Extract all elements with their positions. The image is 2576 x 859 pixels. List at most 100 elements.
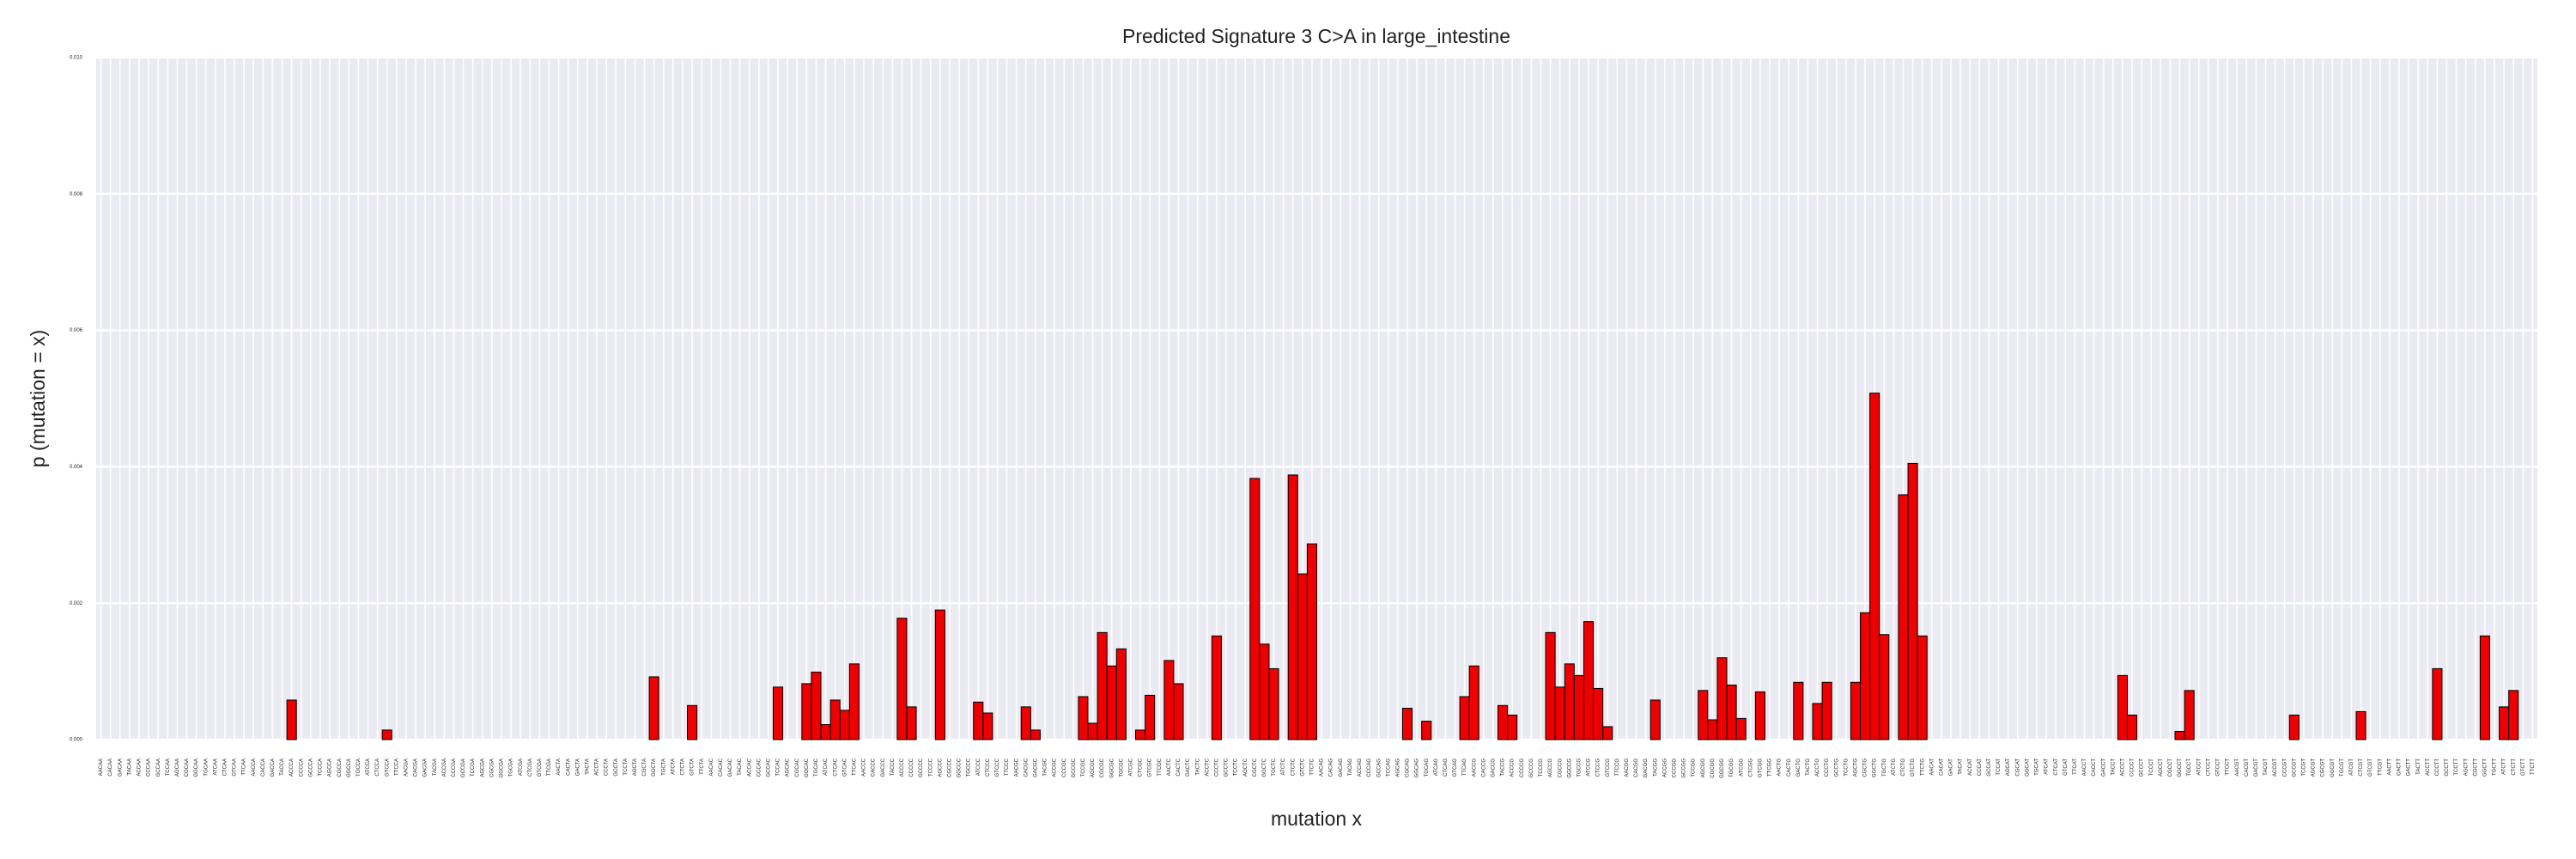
x-tick-label: GACGC [1033,758,1038,777]
x-tick-label: ATCTC [1281,758,1286,775]
x-tick-label: TTCTA [700,758,705,775]
x-tick-label: TGCGG [1729,758,1735,777]
x-tick-label: CACTA [566,758,571,776]
x-tick-label: CTCCG [1596,758,1601,777]
bar [1173,683,1184,740]
bar [1879,634,1890,740]
x-tick-label: AGCCC [938,758,943,777]
x-tick-label: GTCTA [690,758,696,776]
x-tick-label: AACAA [99,758,104,776]
x-tick-label: ACCGA [442,758,447,777]
x-tick-label: TCCCA [319,758,324,777]
bar [1249,478,1261,740]
x-tick-label: CCCAG [1367,758,1372,777]
x-tick-label: CTCAC [833,758,838,776]
bar [687,704,698,740]
bar [286,699,297,740]
x-tick-label: TACGG [1653,758,1658,777]
bar [1106,665,1117,740]
x-tick-label: TACTT [2416,758,2421,775]
x-tick-label: ACCAT [1968,758,1973,776]
x-tick-label: GCCAA [156,758,161,777]
x-tick-label: TACTG [1806,758,1811,776]
bar [982,712,993,740]
x-tick-label: GGCTC [1262,758,1267,777]
x-tick-label: CCCCC [909,758,914,777]
x-tick-label: TCCAA [166,758,171,776]
x-tick-label: CCCTC [1214,758,1219,777]
x-tick-label: TACCG [1501,758,1506,777]
x-tick-label: TACGT [2263,758,2269,776]
bar [1459,696,1470,740]
x-tick-label: TACTA [586,758,591,775]
x-tick-label: GTCGT [2368,758,2373,777]
x-tick-label: TCCGA [471,758,476,777]
x-tick-label: TCCGG [1692,758,1697,777]
y-tick-label: 0.006 [70,328,83,333]
x-tick-label: TCCCT [2149,758,2154,777]
x-tick-label: TGCTC [1272,758,1277,776]
x-tick-label: TCCGC [1081,758,1086,777]
y-tick-label: 0.008 [70,192,83,197]
x-tick-label: CCCTT [2435,758,2440,777]
x-tick-label: TTCCG [1615,758,1620,777]
x-tick-label: GGCCC [957,758,963,777]
x-tick-label: GACTC [1186,758,1191,777]
x-tick-label: AACGA [404,758,410,777]
x-tick-label: GTCGG [1758,758,1763,777]
x-tick-label: TCCCG [1539,758,1544,777]
x-tick-label: GTCAC [842,758,848,777]
x-tick-label: GCCGC [1072,758,1077,777]
y-tick-label: 0.004 [70,465,83,470]
x-tick-label: GACGG [1643,758,1649,778]
x-tick-label: GCCTA [614,758,619,777]
bar [1401,707,1413,740]
x-tick-label: GCCAG [1376,758,1382,777]
x-tick-label: AGCCG [1548,758,1553,777]
x-tick-label: CTCTT [2512,758,2517,776]
bar [2432,667,2443,740]
x-tick-label: ATCCT [2196,758,2202,776]
bar [1707,719,1718,740]
x-tick-label: GACGA [423,758,428,777]
bar [1735,717,1747,740]
x-tick-label: GGCAG [1415,758,1420,778]
x-tick-label: ACCTA [595,758,600,776]
x-tick-label: AACAC [709,758,714,776]
x-tick-label: GACAA [118,758,123,777]
x-tick-label: TGCAC [814,758,819,777]
x-tick-label: TGCGA [509,758,514,777]
x-tick-label: CTCGA [528,758,533,777]
x-tick-label: TTCTT [2530,758,2536,775]
bar [2479,635,2490,740]
x-tick-label: CTCTA [681,758,686,776]
x-tick-label: TCCAT [1996,758,2002,776]
x-tick-label: ACCGC [1053,758,1058,777]
x-tick-label: CGCCT [2168,758,2173,777]
bar [2184,690,2195,740]
x-tick-label: GTCCC [995,758,1000,777]
x-tick-label: TCCTC [1234,758,1239,776]
bar [973,701,984,740]
x-tick-label: CACCG [1481,758,1486,777]
x-tick-label: GTCCT [2216,758,2221,777]
bar [811,671,822,740]
x-tick-label: AGCGG [1701,758,1706,778]
x-tick-label: TGCGC [1119,758,1124,777]
x-tick-label: CGCGT [2321,758,2326,777]
bar [1078,696,1089,740]
x-tick-label: ATCGA [519,758,524,776]
bar [2126,714,2138,740]
x-tick-label: GACTA [575,758,580,776]
x-tick-label: GGCGT [2330,758,2336,777]
x-tick-label: GGCTT [2482,758,2488,777]
x-tick-label: TGCTT [2493,758,2498,776]
x-tick-label: CACAG [1329,758,1334,777]
bar [1268,667,1279,740]
x-tick-label: AACCA [252,758,257,777]
x-tick-label: GGCAC [805,758,810,777]
x-tick-label: CCCTA [605,758,610,776]
x-tick-label: CACGA [414,758,419,777]
bar [1498,704,1509,740]
